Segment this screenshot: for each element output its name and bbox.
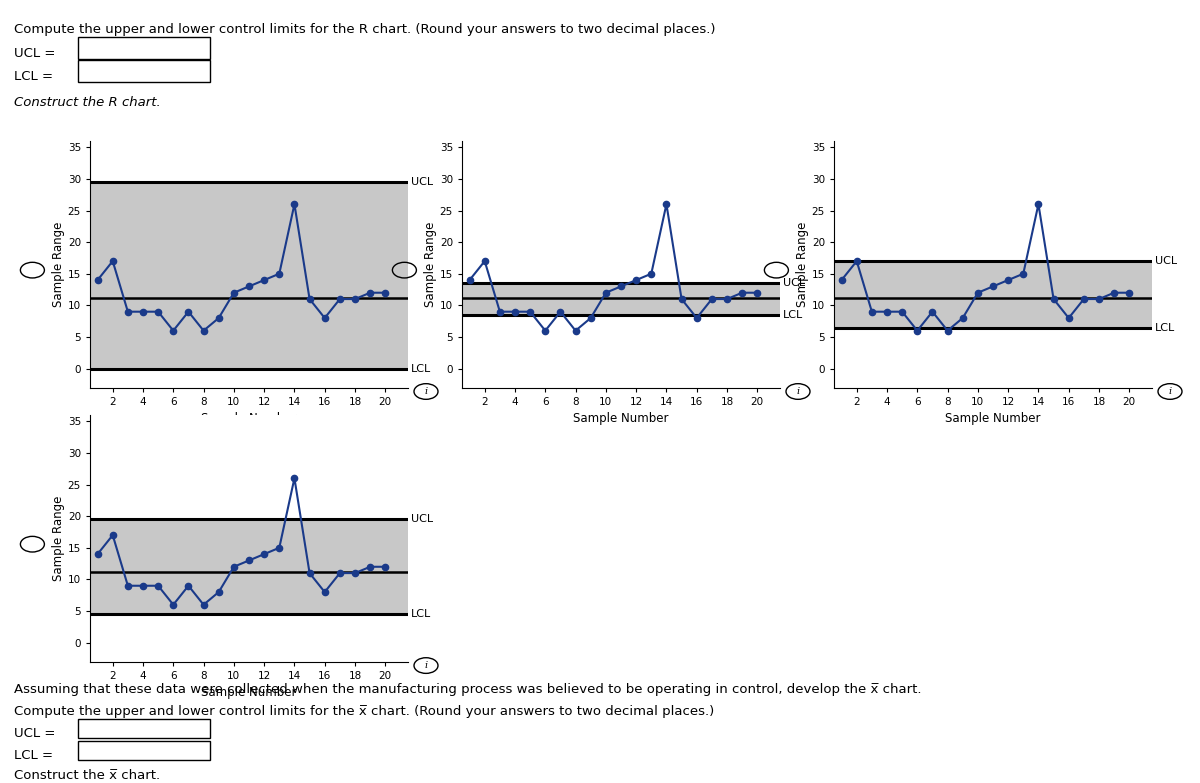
Text: LCL =: LCL = xyxy=(14,70,54,84)
X-axis label: Sample Number: Sample Number xyxy=(574,412,668,425)
Y-axis label: Sample Range: Sample Range xyxy=(52,496,65,581)
Y-axis label: Sample Range: Sample Range xyxy=(796,222,809,307)
Text: LCL: LCL xyxy=(412,609,432,619)
Text: UCL =: UCL = xyxy=(14,727,55,740)
X-axis label: Sample Number: Sample Number xyxy=(202,686,296,699)
Text: LCL: LCL xyxy=(1156,323,1176,333)
Text: UCL: UCL xyxy=(412,514,433,525)
Bar xyxy=(90,519,408,614)
Text: UCL: UCL xyxy=(784,278,805,288)
Bar xyxy=(462,283,780,315)
X-axis label: Sample Number: Sample Number xyxy=(202,412,296,425)
Bar xyxy=(834,261,1152,327)
Text: UCL =: UCL = xyxy=(14,47,55,60)
Text: i: i xyxy=(1169,387,1171,396)
Text: UCL: UCL xyxy=(1156,256,1177,266)
Text: LCL =: LCL = xyxy=(14,749,54,762)
Text: Construct the R chart.: Construct the R chart. xyxy=(14,96,161,109)
Text: Compute the upper and lower control limits for the x̅ chart. (Round your answers: Compute the upper and lower control limi… xyxy=(14,705,715,718)
X-axis label: Sample Number: Sample Number xyxy=(946,412,1040,425)
Text: i: i xyxy=(425,661,427,670)
Text: Construct the x̅ chart.: Construct the x̅ chart. xyxy=(14,769,161,782)
Bar xyxy=(90,182,408,369)
Y-axis label: Sample Range: Sample Range xyxy=(424,222,437,307)
Text: UCL: UCL xyxy=(412,177,433,187)
Text: Compute the upper and lower control limits for the R chart. (Round your answers : Compute the upper and lower control limi… xyxy=(14,23,716,37)
Text: LCL: LCL xyxy=(784,310,804,320)
Text: LCL: LCL xyxy=(412,363,432,373)
Y-axis label: Sample Range: Sample Range xyxy=(52,222,65,307)
Text: i: i xyxy=(425,387,427,396)
Text: Assuming that these data were collected when the manufacturing process was belie: Assuming that these data were collected … xyxy=(14,683,922,696)
Text: i: i xyxy=(797,387,799,396)
